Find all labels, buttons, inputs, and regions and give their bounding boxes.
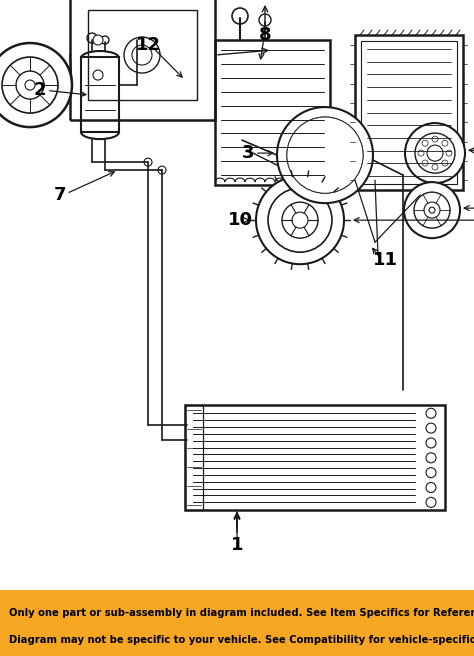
Text: 1: 1 xyxy=(231,537,243,554)
Circle shape xyxy=(429,207,435,213)
Bar xyxy=(185,405,445,510)
Circle shape xyxy=(426,468,436,478)
Circle shape xyxy=(426,483,436,493)
Circle shape xyxy=(25,80,35,90)
Circle shape xyxy=(442,140,448,146)
Circle shape xyxy=(144,158,152,166)
Circle shape xyxy=(432,164,438,170)
Bar xyxy=(355,35,463,190)
Circle shape xyxy=(87,33,97,43)
Circle shape xyxy=(405,123,465,183)
Circle shape xyxy=(101,36,109,44)
Text: Diagram may not be specific to your vehicle. See Compatibility for vehicle-speci: Diagram may not be specific to your vehi… xyxy=(9,634,474,645)
Circle shape xyxy=(277,107,373,203)
Circle shape xyxy=(426,497,436,507)
Text: 7: 7 xyxy=(54,186,66,204)
Circle shape xyxy=(300,130,350,180)
Bar xyxy=(70,0,215,120)
Circle shape xyxy=(414,192,450,228)
Text: 11: 11 xyxy=(373,251,398,269)
Bar xyxy=(215,40,330,185)
Circle shape xyxy=(93,70,103,80)
Circle shape xyxy=(232,8,248,24)
Circle shape xyxy=(424,202,440,218)
Circle shape xyxy=(292,212,308,228)
Text: 3: 3 xyxy=(242,144,254,162)
Bar xyxy=(88,10,197,100)
Circle shape xyxy=(426,438,436,448)
Circle shape xyxy=(426,453,436,463)
Text: 2: 2 xyxy=(34,81,46,99)
Circle shape xyxy=(282,202,318,238)
Circle shape xyxy=(259,14,271,26)
Text: 8: 8 xyxy=(259,26,271,44)
Circle shape xyxy=(427,145,443,161)
Circle shape xyxy=(132,45,152,65)
Circle shape xyxy=(432,136,438,142)
Circle shape xyxy=(295,125,355,185)
Circle shape xyxy=(124,37,160,73)
Circle shape xyxy=(446,150,452,156)
Bar xyxy=(185,405,203,510)
Bar xyxy=(361,41,457,184)
Text: 10: 10 xyxy=(228,211,253,229)
Circle shape xyxy=(422,140,428,146)
Circle shape xyxy=(287,117,363,193)
Circle shape xyxy=(287,117,363,193)
Circle shape xyxy=(404,182,460,238)
Circle shape xyxy=(256,176,344,264)
Circle shape xyxy=(422,160,428,166)
Circle shape xyxy=(268,188,332,252)
Circle shape xyxy=(312,142,338,168)
Bar xyxy=(81,57,119,132)
Circle shape xyxy=(0,43,72,127)
Circle shape xyxy=(415,133,455,173)
Circle shape xyxy=(291,121,359,189)
Text: 12: 12 xyxy=(136,36,161,54)
Circle shape xyxy=(426,423,436,433)
Circle shape xyxy=(93,35,103,45)
Text: Only one part or sub-assembly in diagram included. See Item Specifics for Refere: Only one part or sub-assembly in diagram… xyxy=(9,608,474,619)
Circle shape xyxy=(418,150,424,156)
Circle shape xyxy=(16,71,44,99)
Circle shape xyxy=(426,408,436,419)
Circle shape xyxy=(442,160,448,166)
Circle shape xyxy=(158,166,166,174)
Circle shape xyxy=(2,57,58,113)
